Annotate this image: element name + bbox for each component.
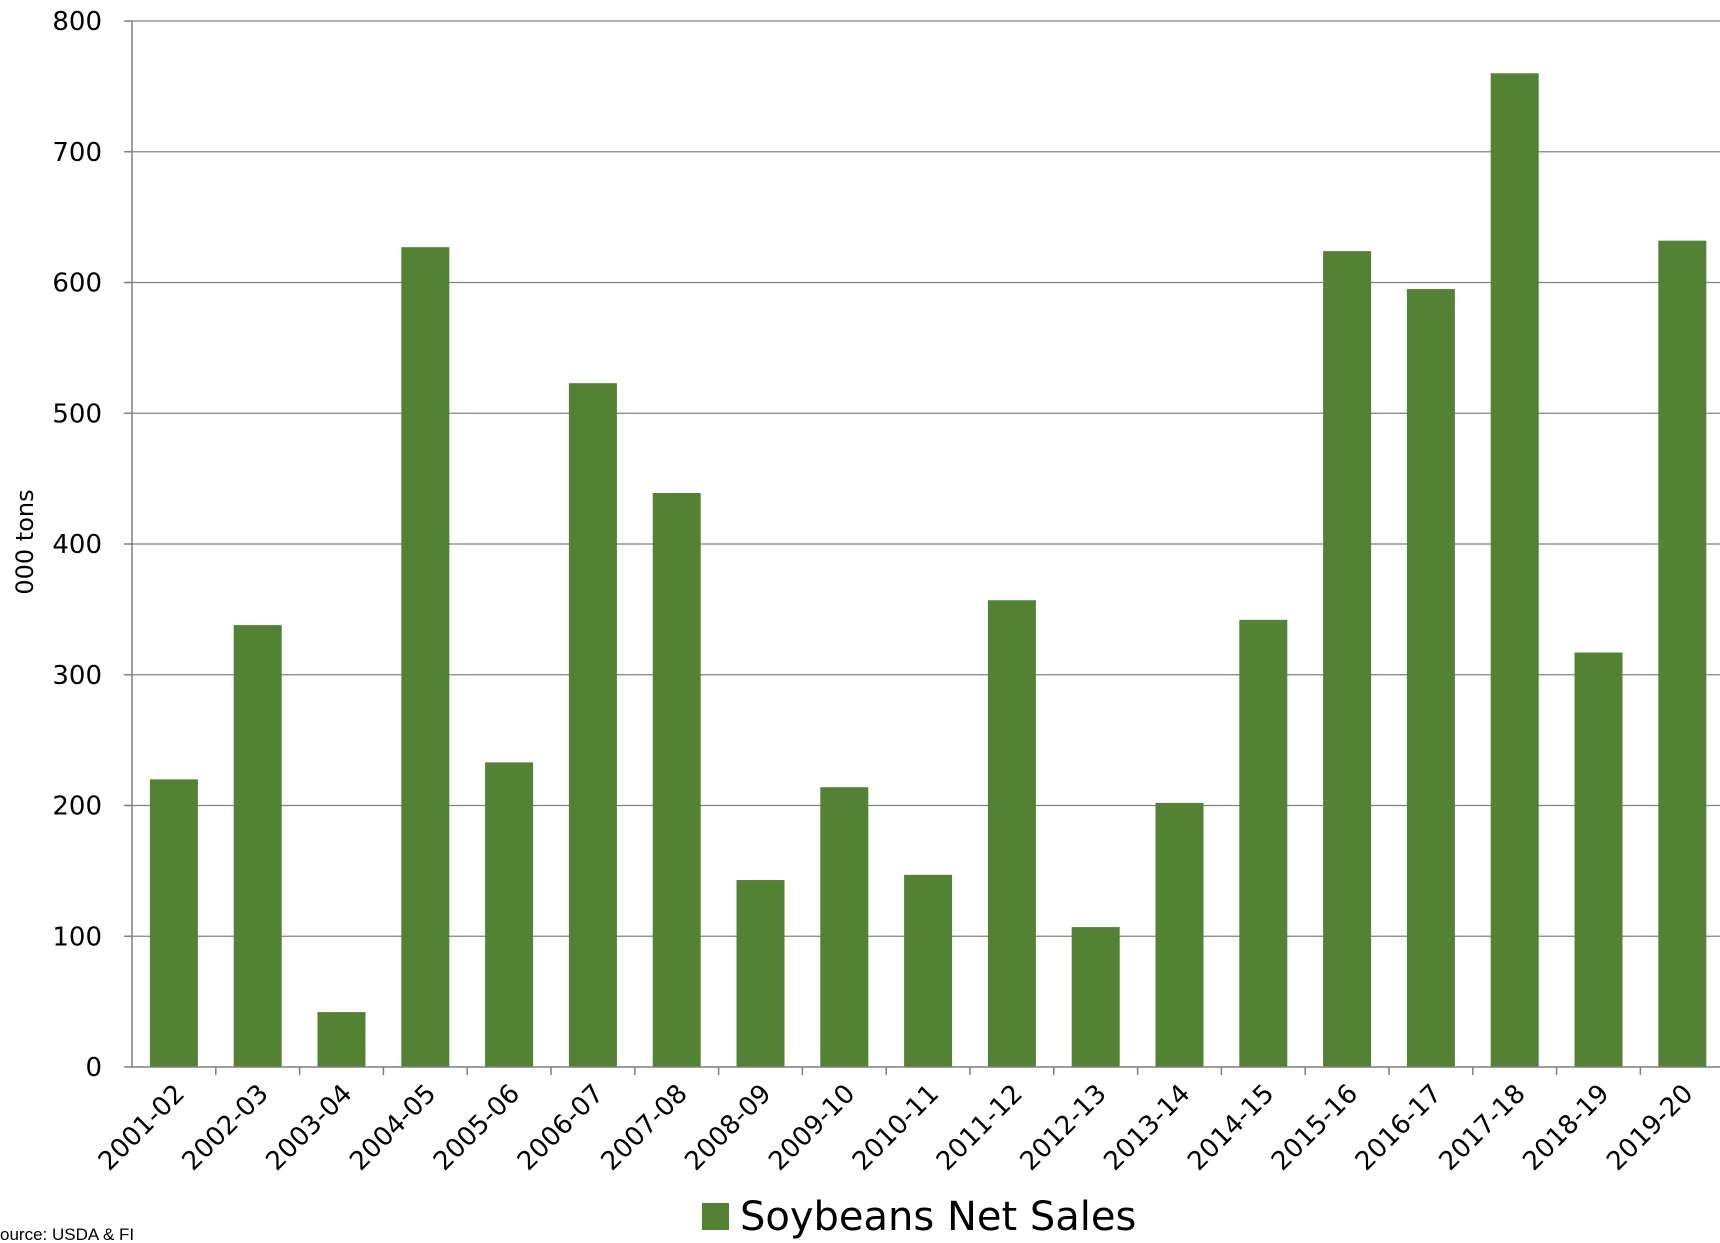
y-tick-label: 300 <box>52 661 102 691</box>
x-tick-label: 2002-03 <box>177 1079 275 1177</box>
gridlines <box>132 20 1720 937</box>
x-tick-label: 2009-10 <box>763 1079 861 1177</box>
y-tick-label: 100 <box>52 922 102 952</box>
y-axis-title: 000 tons <box>11 489 39 594</box>
x-tick-label: 2016-17 <box>1350 1079 1448 1177</box>
bar-2019-20 <box>1658 240 1707 1067</box>
y-tick-labels: 0 100 200 300 400 500 600 700 800 <box>52 7 102 1083</box>
bar-2011-12 <box>987 600 1036 1067</box>
bar-2015-16 <box>1323 251 1372 1067</box>
legend-swatch <box>702 1203 729 1230</box>
bar-2018-19 <box>1574 652 1623 1067</box>
y-tick-label: 200 <box>52 792 102 822</box>
legend-label: Soybeans Net Sales <box>740 1194 1136 1240</box>
bar-2002-03 <box>233 625 282 1067</box>
y-tick-label: 800 <box>52 7 102 37</box>
bar-2004-05 <box>401 247 450 1067</box>
x-tick-label: 2005-06 <box>428 1079 526 1177</box>
x-tick-label: 2013-14 <box>1098 1079 1196 1177</box>
bar-2008-09 <box>736 880 785 1067</box>
x-tick-label: 2010-11 <box>847 1079 945 1177</box>
x-tick-label: 2014-15 <box>1182 1079 1280 1177</box>
bar-2013-14 <box>1155 802 1204 1067</box>
x-tick-label: 2018-19 <box>1517 1079 1615 1177</box>
y-tick-label: 600 <box>52 269 102 299</box>
x-tick-label: 2012-13 <box>1015 1079 1113 1177</box>
bar-2014-15 <box>1239 619 1288 1067</box>
bars <box>149 73 1707 1068</box>
bar-2012-13 <box>1071 927 1120 1067</box>
x-tick-label: 2015-16 <box>1266 1079 1364 1177</box>
y-tick-label: 0 <box>85 1053 102 1083</box>
source-note: ource: USDA & FI <box>0 1225 134 1243</box>
y-tick-label: 400 <box>52 530 102 560</box>
x-tick-label: 2007-08 <box>596 1079 694 1177</box>
x-tick-label: 2011-12 <box>931 1079 1029 1177</box>
x-tick-label: 2004-05 <box>344 1079 442 1177</box>
y-tick-label: 500 <box>52 399 102 429</box>
x-tick-label: 2001-02 <box>93 1079 191 1177</box>
x-tick-label: 2008-09 <box>679 1079 777 1177</box>
axes <box>124 20 1720 1075</box>
bar-2003-04 <box>317 1012 366 1067</box>
bar-2010-11 <box>904 874 953 1067</box>
bar-2006-07 <box>568 383 617 1067</box>
x-tick-label: 2003-04 <box>260 1079 358 1177</box>
bar-2005-06 <box>485 762 534 1067</box>
legend: Soybeans Net Sales <box>702 1194 1136 1240</box>
bar-2016-17 <box>1406 289 1455 1068</box>
y-tick-label: 700 <box>52 138 102 168</box>
bar-2009-10 <box>820 787 869 1067</box>
x-tick-label: 2017-18 <box>1434 1079 1532 1177</box>
x-tick-label: 2006-07 <box>512 1079 610 1177</box>
bar-2007-08 <box>652 493 701 1067</box>
bar-2001-02 <box>149 779 198 1067</box>
bar-2017-18 <box>1490 73 1539 1068</box>
x-tick-labels: 2001-022002-032003-042004-052005-062006-… <box>93 1079 1699 1177</box>
x-tick-label: 2019-20 <box>1601 1079 1699 1177</box>
